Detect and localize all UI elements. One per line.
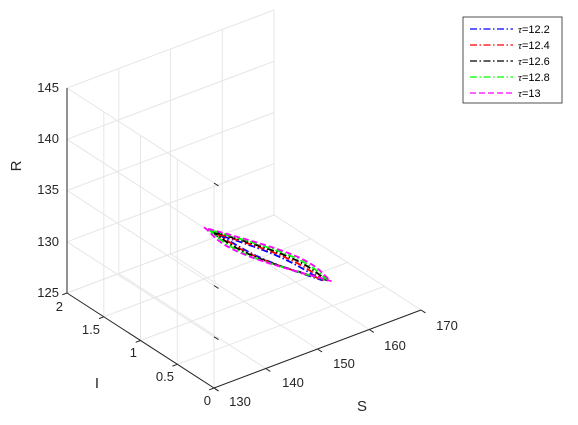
z-tick-label-140: 140 — [37, 131, 59, 146]
x-tick-label-170: 170 — [436, 318, 458, 333]
x-tick-labels: 130 140 150 160 170 — [229, 318, 458, 409]
x-tick-mark — [265, 368, 271, 372]
legend-label: τ=12.6 — [518, 56, 550, 68]
y-tick-label-1.5: 1.5 — [82, 322, 100, 337]
x-axis-label: S — [357, 398, 367, 415]
legend-label: τ=12.2 — [518, 24, 550, 36]
grid-line — [66, 190, 215, 286]
x-tick-label-160: 160 — [384, 338, 406, 353]
y-tick-labels: 0 0.5 1 1.5 2 — [56, 299, 211, 408]
z-tick-label-135: 135 — [37, 182, 59, 197]
z-tick-mark — [213, 336, 219, 341]
x-tick-mark — [369, 329, 375, 333]
y-tick-mark — [172, 363, 178, 367]
grid-line — [66, 214, 275, 294]
y-tick-label-0: 0 — [204, 393, 211, 408]
grid-line — [66, 241, 215, 338]
legend-label: τ=12.4 — [518, 40, 550, 52]
grid-line — [66, 138, 215, 235]
x-tick-mark — [317, 348, 323, 353]
grid-line — [66, 9, 275, 89]
x-tick-mark — [420, 309, 426, 314]
grid-lines — [66, 9, 422, 389]
z-tick-mark — [213, 285, 219, 289]
series-curve-12.4 — [214, 232, 326, 282]
tick-marks — [62, 182, 426, 392]
grid-line — [140, 262, 348, 341]
legend: τ=12.2 τ=12.4 τ=12.6 τ=12.8 τ=13 — [462, 16, 563, 104]
y-tick-label-2: 2 — [56, 299, 63, 314]
grid-line — [177, 285, 385, 365]
z-tick-label-145: 145 — [37, 80, 59, 95]
x-tick-label-150: 150 — [333, 356, 355, 371]
x-tick-mark — [213, 387, 219, 392]
series-curve-12.8 — [207, 228, 330, 282]
legend-label: τ=13 — [518, 88, 541, 100]
legend-label: τ=12.8 — [518, 72, 550, 84]
data-curves — [203, 226, 332, 283]
z-tick-labels: 125 130 135 140 145 — [37, 80, 59, 300]
y-axis-label: I — [95, 375, 99, 392]
y-tick-mark — [98, 316, 104, 320]
x-tick-label-130: 130 — [229, 394, 251, 409]
y-tick-mark — [135, 340, 141, 343]
legend-box — [462, 16, 563, 104]
z-tick-mark — [213, 182, 219, 187]
grid-line — [66, 60, 275, 140]
y-tick-label-0.5: 0.5 — [156, 369, 174, 384]
grid-line — [66, 163, 275, 243]
y-tick-label-1: 1 — [130, 345, 137, 360]
z-tick-label-125: 125 — [37, 285, 59, 300]
y-tick-mark — [209, 387, 215, 391]
x-tick-label-140: 140 — [282, 375, 304, 390]
z-axis-label: R — [8, 160, 25, 171]
grid-line — [66, 112, 275, 191]
y-tick-mark — [62, 292, 68, 296]
series-curve-13 — [203, 226, 332, 283]
grid-line — [66, 87, 215, 184]
z-tick-label-130: 130 — [37, 234, 59, 249]
